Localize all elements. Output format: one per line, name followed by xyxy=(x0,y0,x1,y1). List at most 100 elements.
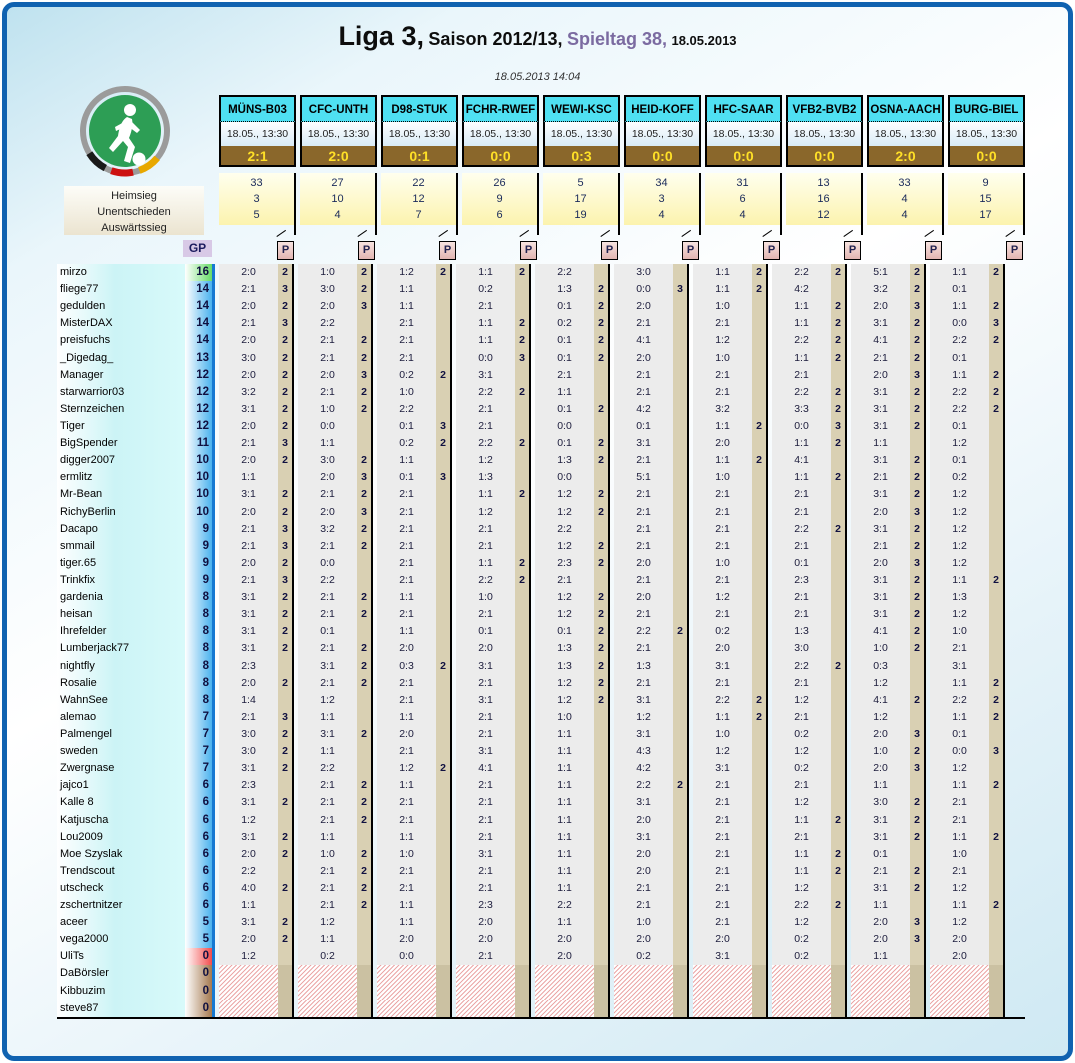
tip-cell-group: 2:1 xyxy=(373,794,452,812)
tip-points xyxy=(752,777,768,795)
match-kickoff: 18.05., 13:30 xyxy=(543,122,620,146)
tip-cell-group: 2:0 3 xyxy=(847,725,926,744)
player-tip: 2:3 xyxy=(772,571,831,590)
tip-cell-group: 2:2 2 xyxy=(689,691,768,709)
tip-cell-group: 1:2 xyxy=(294,914,373,932)
tip-cell-group: 2:0 xyxy=(610,931,689,949)
tip-cell-group: 1:0 xyxy=(373,845,452,863)
tip-cell-group: 2:0 xyxy=(610,554,689,572)
tip-points xyxy=(910,845,926,863)
tip-cell-group: 0:1 xyxy=(926,452,1005,470)
tip-points xyxy=(436,725,452,744)
tip-cell-group: 0:2 xyxy=(610,948,689,966)
tip-cell-group: 2:1 3 xyxy=(215,708,294,726)
tip-points xyxy=(515,777,531,795)
points-header-badge[interactable]: P xyxy=(520,241,537,260)
tip-points xyxy=(515,794,531,812)
player-tip: 2:1 xyxy=(614,315,673,333)
player-name: smmail xyxy=(57,537,185,555)
tip-cell-group: 2:2 2 xyxy=(452,383,531,401)
player-tip: 1:1 xyxy=(772,315,831,333)
tip-cell-group: 2:1 2 xyxy=(294,777,373,795)
tip-cell-group: 1:1 xyxy=(531,828,610,846)
points-header-badge[interactable]: P xyxy=(1006,241,1023,260)
player-tip: 2:1 xyxy=(693,828,752,846)
player-tip: 2:0 xyxy=(930,948,989,966)
tip-cell-group: 2:0 xyxy=(689,435,768,453)
tip-points xyxy=(673,349,689,367)
player-name: WahnSee xyxy=(57,691,185,709)
tip-cell-group: 2:1 xyxy=(373,606,452,624)
tip-cell-group: 2:0 3 xyxy=(847,366,926,384)
tip-cell-group: 2:1 xyxy=(768,503,847,521)
tip-points xyxy=(278,948,294,966)
tip-points: 2 xyxy=(278,606,294,624)
player-tip: 2:0 xyxy=(614,845,673,863)
players-table: mirzo 16 2:0 2 1:0 2 1:2 2 1:1 2 2:2 3:0 1:1 2 2:2 2 5:1… xyxy=(57,264,1025,1019)
player-row: MisterDAX 14 2:1 3 2:2 2:1 1:1 2 0:2 2 2:1 2:1 1:1 2 3… xyxy=(57,315,1025,333)
tip-cell-group: 0:1 xyxy=(926,349,1005,367)
tip-cell-group: 1:1 xyxy=(531,862,610,880)
tip-cell-group: 2:2 xyxy=(294,315,373,333)
tip-cell-group: 1:2 2 xyxy=(531,537,610,555)
player-tip: 2:2 xyxy=(930,400,989,418)
player-tip: 3:1 xyxy=(219,486,278,504)
tip-cell-group: 2:2 2 xyxy=(768,264,847,282)
tip-points xyxy=(831,828,847,846)
tip-points xyxy=(594,897,610,915)
tip-cell-group: 1:2 xyxy=(926,879,1005,898)
tip-points xyxy=(594,965,610,983)
tip-cell-group: 1:4 xyxy=(215,691,294,709)
player-row: Kalle 8 6 3:1 2 2:1 2 2:1 2:1 1:1 3:1 2:1 1:2 3:0 2 2:… xyxy=(57,794,1025,812)
points-header-badge[interactable]: P xyxy=(763,241,780,260)
points-header-badge[interactable]: P xyxy=(844,241,861,260)
tip-points xyxy=(831,589,847,607)
player-tip: 1:1 xyxy=(219,897,278,915)
player-tip: 2:1 xyxy=(772,606,831,624)
tip-cell-group: 0:1 2 xyxy=(531,435,610,453)
tip-cell-group: 1:2 xyxy=(847,708,926,726)
tip-points: 3 xyxy=(357,469,373,487)
tip-cell-group: 1:2 xyxy=(926,760,1005,778)
tip-points: 2 xyxy=(910,349,926,367)
player-name: Ihrefelder xyxy=(57,623,185,641)
player-tip: 2:0 xyxy=(614,811,673,829)
player-tip: 1:2 xyxy=(535,606,594,624)
player-total-points: 8 xyxy=(185,589,215,607)
tip-cell-group xyxy=(926,982,1005,1000)
tip-cell-group: 2:0 3 xyxy=(847,914,926,932)
tip-cell-group: 2:1 3 xyxy=(215,315,294,333)
player-tip: 3:1 xyxy=(219,400,278,418)
tip-points xyxy=(673,657,689,675)
points-header-badge[interactable]: P xyxy=(277,241,294,260)
tip-points xyxy=(515,537,531,555)
stat-unentschieden-count: 3 xyxy=(253,193,260,205)
tip-points xyxy=(357,554,373,572)
tip-cell-group: 1:2 2 xyxy=(531,503,610,521)
player-tip: 3:1 xyxy=(456,743,515,761)
tip-cell-group: 2:1 xyxy=(610,503,689,521)
player-row: Kibbuzim 0 xyxy=(57,982,1025,1000)
tip-cell-group: 1:2 xyxy=(294,691,373,709)
tip-cell-group: 2:1 xyxy=(610,366,689,384)
tip-cell-group: 3:1 xyxy=(689,760,768,778)
points-header-badge[interactable]: P xyxy=(925,241,942,260)
points-header-badge[interactable]: P xyxy=(358,241,375,260)
tip-points: 2 xyxy=(357,332,373,350)
tip-points: 3 xyxy=(436,417,452,436)
tip-points: 2 xyxy=(831,383,847,401)
match-teams: HEID-KOFF xyxy=(624,95,701,122)
points-header-badge[interactable]: P xyxy=(439,241,456,260)
player-total-points: 9 xyxy=(185,571,215,590)
tip-points xyxy=(673,606,689,624)
tip-cell-group: 3:1 xyxy=(452,845,531,863)
tip-cell-group: 2:1 xyxy=(373,486,452,504)
player-tip: 2:1 xyxy=(219,571,278,590)
points-header-badge[interactable]: P xyxy=(601,241,618,260)
tip-cell-group: 2:1 xyxy=(452,794,531,812)
tip-cell-group: 2:1 xyxy=(373,862,452,880)
player-tip: 2:1 xyxy=(693,520,752,538)
player-total-points: 10 xyxy=(185,452,215,470)
points-header-badge[interactable]: P xyxy=(682,241,699,260)
tip-cell-group: 1:2 xyxy=(926,606,1005,624)
